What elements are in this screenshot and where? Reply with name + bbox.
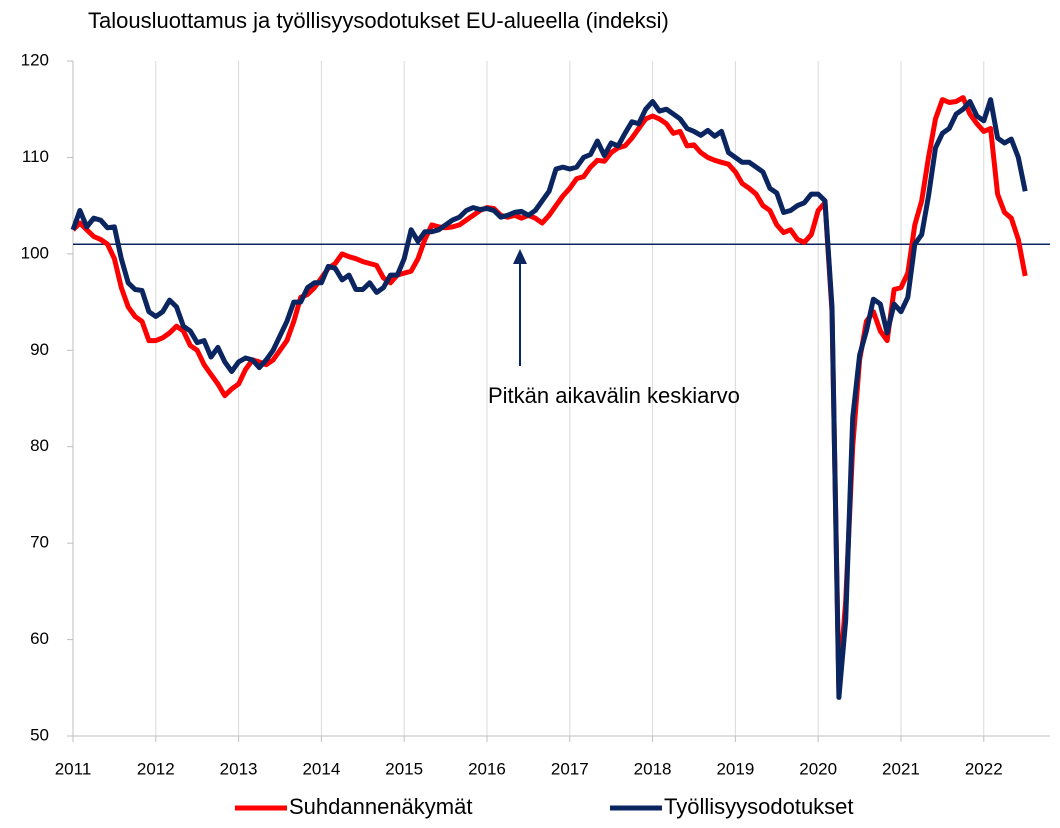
y-tick-label: 70 [30,533,49,552]
series-line [70,97,1028,700]
legend-label: Suhdannenäkymät [289,794,472,819]
x-tick-label: 2019 [716,759,754,778]
x-tick-label: 2022 [965,759,1003,778]
x-tick-label: 2015 [385,759,423,778]
x-tick-label: 2013 [220,759,258,778]
x-tick-label: 2017 [551,759,589,778]
annotation: Pitkän aikavälin keskiarvo [488,383,740,408]
y-tick-label: 50 [30,725,49,744]
y-tick-label: 110 [22,147,49,166]
y-tick-label: 90 [30,340,49,359]
y-tick-label: 120 [21,50,49,69]
x-tick-label: 2021 [882,759,920,778]
x-tick-label: 2014 [302,759,340,778]
x-tick-label: 2011 [55,759,92,778]
chart-title: Talousluottamus ja työllisyysodotukset E… [88,8,669,33]
y-tick-label: 60 [30,629,49,648]
arrow-head [513,249,527,264]
legend-label: Työllisyysodotukset [664,794,854,819]
x-tick-label: 2012 [137,759,175,778]
x-tick-label: 2016 [468,759,506,778]
x-tick-label: 2018 [634,759,672,778]
y-tick-label: 80 [30,436,49,455]
x-tick-label: 2020 [799,759,837,778]
y-tick-label: 100 [21,243,49,262]
